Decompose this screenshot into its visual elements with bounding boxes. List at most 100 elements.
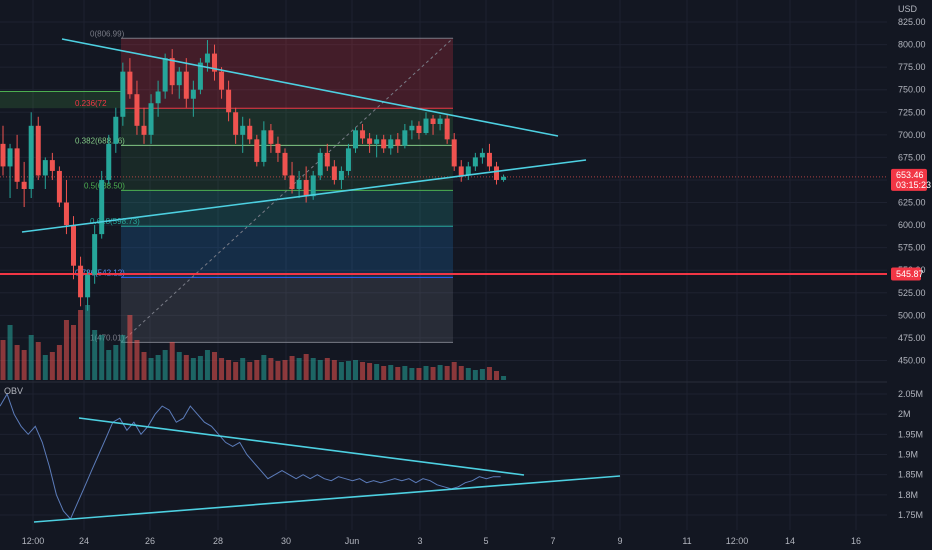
candle-body: [78, 265, 84, 298]
candle-body: [303, 179, 309, 197]
volume-bar: [49, 352, 55, 380]
time-tick-label: 30: [281, 536, 291, 546]
candle-body: [444, 118, 450, 140]
obv-pane: [0, 392, 621, 523]
volume-bar: [451, 362, 457, 380]
volume-bar: [148, 358, 154, 380]
candle-body: [437, 118, 443, 124]
volume-bar: [317, 360, 323, 380]
obv-tick-label: 2M: [898, 409, 911, 419]
volume-bar: [437, 365, 443, 380]
volume-bar: [494, 371, 499, 380]
candle-body: [416, 125, 422, 134]
candle-body: [451, 139, 457, 167]
candle-body: [472, 157, 478, 167]
volume-bar: [63, 320, 69, 380]
volume-bar: [388, 365, 394, 380]
support-trendline[interactable]: [21, 159, 587, 233]
candle-body: [169, 58, 175, 86]
candle-body: [409, 125, 415, 131]
candle-body: [282, 152, 288, 176]
fib-zone: [121, 38, 453, 109]
candle-body: [289, 175, 295, 189]
candle-body: [331, 166, 337, 180]
candle-body: [99, 179, 105, 235]
volume-bar: [345, 361, 351, 380]
candle-body: [324, 152, 330, 167]
volume-bar: [141, 352, 147, 380]
resistance-trendline[interactable]: [61, 38, 559, 137]
candle-body: [106, 143, 112, 180]
price-tick-label: 825.00: [898, 17, 926, 27]
candle-body: [134, 94, 140, 126]
price-tick-label: 600.00: [898, 220, 926, 230]
volume-bar: [71, 325, 76, 380]
fib-level-label: 0.382(688.26): [75, 136, 125, 145]
candle-body: [35, 125, 41, 176]
obv-support-trendline[interactable]: [33, 475, 621, 523]
candle-body: [501, 176, 507, 180]
candle-body: [71, 225, 76, 266]
volume-bar: [416, 368, 422, 380]
volume-bar: [106, 350, 112, 380]
volume-bar: [374, 364, 380, 380]
obv-label: OBV: [4, 386, 23, 396]
fib-retracement[interactable]: 0(806.99) 0.236(72 0.382(688.26) 0.5(638.50…: [0, 29, 887, 343]
candle-body: [190, 89, 196, 99]
volume-bar: [360, 362, 366, 380]
time-tick-label: 26: [145, 536, 155, 546]
price-tick-label: 525.00: [898, 288, 926, 298]
obv-resistance-trendline[interactable]: [78, 417, 525, 476]
price-tick-label: 575.00: [898, 243, 926, 253]
candle-body: [176, 71, 182, 86]
fib-zone: [121, 277, 453, 343]
obv-axis[interactable]: 2.05M 2M 1.95M 1.9M 1.85M 1.8M 1.75M: [898, 389, 923, 520]
time-tick-label: Jun: [345, 536, 360, 546]
volume-bar: [353, 360, 358, 380]
volume-bar: [204, 350, 210, 380]
candle-body: [42, 160, 48, 176]
candle-body: [374, 139, 380, 144]
volume-bar: [28, 335, 34, 380]
volume-bar: [296, 358, 302, 380]
volume-bar: [331, 360, 337, 380]
obv-tick-label: 1.9M: [898, 450, 918, 460]
volume-bar: [367, 363, 373, 380]
candles: [0, 40, 507, 311]
volume-bar: [56, 345, 62, 380]
volume-bar: [35, 342, 41, 380]
volume-bar: [212, 352, 217, 380]
candle-body: [240, 125, 246, 135]
hline-badge: 545.87: [891, 267, 924, 281]
candle-body: [402, 130, 408, 146]
candle-body: [197, 62, 203, 90]
candle-body: [141, 125, 147, 135]
volume-bar: [21, 350, 27, 380]
time-axis[interactable]: 12:00 24 26 28 30 Jun 3 5 7 9 11 12:00 14 16: [22, 536, 861, 546]
price-tick-label: 700.00: [898, 130, 926, 140]
candle-body: [155, 91, 161, 104]
volume-bar: [381, 366, 387, 380]
candle-body: [367, 138, 373, 144]
volume-bar: [444, 366, 450, 380]
volume-bar: [472, 370, 478, 380]
candle-body: [296, 179, 302, 189]
volume-bar: [402, 366, 408, 380]
trendlines[interactable]: [21, 38, 587, 233]
volume-bar: [183, 355, 189, 380]
volume-bar: [282, 360, 288, 380]
price-axis[interactable]: 825.00 800.00 775.00 750.00 725.00 700.00 675.…: [898, 17, 926, 365]
price-tick-label: 750.00: [898, 85, 926, 95]
volume-bar: [501, 376, 507, 380]
fib-zone: [121, 226, 453, 278]
volume-bar: [42, 355, 48, 380]
volume-bar: [134, 340, 140, 380]
volume-bar: [85, 305, 91, 380]
time-tick-label: 24: [79, 536, 89, 546]
volume-bar: [0, 340, 6, 380]
volume-bar: [479, 369, 485, 380]
volume-bar: [7, 325, 13, 380]
fib-level-label: 0.618(598.73): [90, 217, 140, 226]
